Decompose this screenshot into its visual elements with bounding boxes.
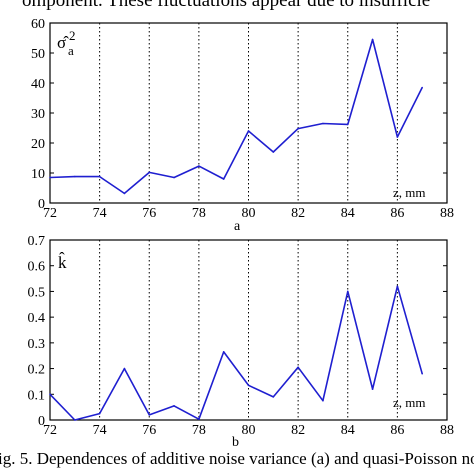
panel-b-x-tick-label: 74: [93, 423, 107, 438]
panel-b-x-tick-label: 76: [142, 423, 156, 438]
panel-a-data-point: [49, 176, 51, 179]
panel-b-data-point: [272, 396, 275, 398]
panel-a-y-tick-label: 0: [38, 197, 45, 212]
panel-b-x-tick-label: 78: [192, 423, 206, 438]
panel-a-data-point: [421, 86, 423, 89]
panel-a-x-tick-label: 86: [390, 206, 404, 221]
panel-b-y-tick-label: 0: [38, 414, 45, 429]
panel-a-y-tick-label: 50: [31, 47, 45, 62]
caption-top-text: omponent. These fluctuations appear due …: [22, 0, 431, 11]
panel-b-x-ticks: 72 74 76 78 80 82 84 86 88: [43, 423, 454, 438]
panel-a-x-tick-label: 82: [291, 206, 305, 221]
panel-a-y-tick-label: 40: [31, 77, 45, 92]
panel-b-y-ticks: 0 0.1 0.2 0.3 0.4 0.5 0.6 0.7: [28, 234, 447, 429]
panel-b-y-tick-label: 0.3: [28, 337, 46, 352]
panel-a-x-tick-label: 76: [142, 206, 156, 221]
panel-b-y-tick-label: 0.7: [28, 234, 46, 249]
panel-b-data-point: [247, 384, 250, 387]
panel-b-data-point: [371, 388, 374, 390]
panel-b-label: b: [232, 435, 239, 450]
panel-a-ylabel-sup: 2: [69, 28, 76, 43]
panel-a-data-point: [98, 175, 101, 178]
panel-a-data-point: [322, 122, 324, 125]
panel-b-y-tick-label: 0.2: [28, 363, 46, 378]
panel-a-y-tick-label: 10: [31, 167, 45, 182]
panel-a-x-tick-label: 84: [341, 206, 355, 221]
panel-a-data-point: [198, 165, 200, 167]
panel-b-points: [49, 285, 423, 421]
panel-b-x-tick-label: 72: [43, 423, 57, 438]
panel-a-data-point: [247, 130, 250, 132]
panel-a-data-point: [123, 192, 126, 195]
panel-a-data-point: [272, 151, 275, 153]
panel-a-y-ticks: 0 10 20 30 40 50 60: [31, 17, 447, 212]
panel-b-x-tick-label: 88: [440, 423, 454, 438]
panel-a-x-ticks: 72 74 76 78 80 82 84 86 88: [43, 206, 454, 221]
panel-a-x-tick-label: 74: [93, 206, 107, 221]
panel-a-points: [49, 38, 423, 195]
panel-a-data-point: [148, 171, 151, 174]
panel-b-chart: 0 0.1 0.2 0.3 0.4 0.5 0.6 0.7 72 74 76 78 80 82 84 86 8…: [28, 234, 455, 450]
panel-b-data-point: [148, 414, 151, 416]
panel-b-data-point: [98, 412, 101, 415]
panel-b-data-point: [49, 393, 51, 396]
panel-b-data-point: [173, 405, 175, 407]
panel-b-data-point: [74, 419, 76, 421]
panel-a-y-tick-label: 20: [31, 137, 45, 152]
panel-a-ylabel: σ̂: [57, 33, 69, 52]
panel-b-data-point: [396, 285, 399, 288]
panel-b-y-tick-label: 0.6: [28, 260, 46, 275]
panel-a-data-point: [297, 127, 299, 130]
panel-a-ylabel-sub: a: [68, 43, 74, 58]
panel-b-x-tick-label: 84: [341, 423, 355, 438]
panel-b-series-line: [49, 285, 423, 421]
panel-b-y-tick-label: 0.5: [28, 285, 46, 300]
panel-a-data-point: [173, 176, 175, 179]
panel-a-data-point: [396, 136, 399, 138]
panel-b-xunit-label: z, mm: [393, 395, 426, 410]
panel-b-data-point: [222, 351, 225, 353]
panel-b-data-point: [322, 399, 324, 402]
panel-b-x-tick-label: 80: [242, 423, 256, 438]
panel-a-x-tick-label: 80: [242, 206, 256, 221]
panel-b-data-point: [123, 367, 126, 370]
panel-a-x-tick-label: 72: [43, 206, 57, 221]
panel-b-x-tick-label: 86: [390, 423, 404, 438]
panel-a-data-point: [222, 178, 225, 180]
panel-a-y-tick-label: 60: [31, 17, 45, 32]
panel-a-x-tick-label: 78: [192, 206, 206, 221]
panel-b-ylabel: k̂: [58, 252, 67, 272]
panel-a-data-point: [74, 175, 76, 178]
panel-a-x-tick-label: 88: [440, 206, 454, 221]
panel-b-grid: [99, 240, 398, 420]
panel-a-y-tick-label: 30: [31, 107, 45, 122]
panel-a-data-point: [371, 38, 374, 41]
panel-b-y-tick-label: 0.1: [28, 388, 46, 403]
panel-b-data-point: [297, 366, 299, 369]
panel-b-y-tick-label: 0.4: [28, 311, 46, 326]
panel-b-x-tick-label: 82: [291, 423, 305, 438]
panel-a-data-point: [346, 123, 349, 126]
panel-a-series-line: [49, 38, 423, 195]
panel-b-data-point: [421, 372, 423, 375]
caption-bottom-text: ig. 5. Dependences of additive noise var…: [0, 449, 474, 468]
panel-a-label: a: [234, 219, 241, 234]
panel-b-data-point: [198, 418, 200, 421]
panel-b-data-point: [346, 290, 349, 293]
panel-a-xunit-label: z, mm: [393, 185, 426, 200]
